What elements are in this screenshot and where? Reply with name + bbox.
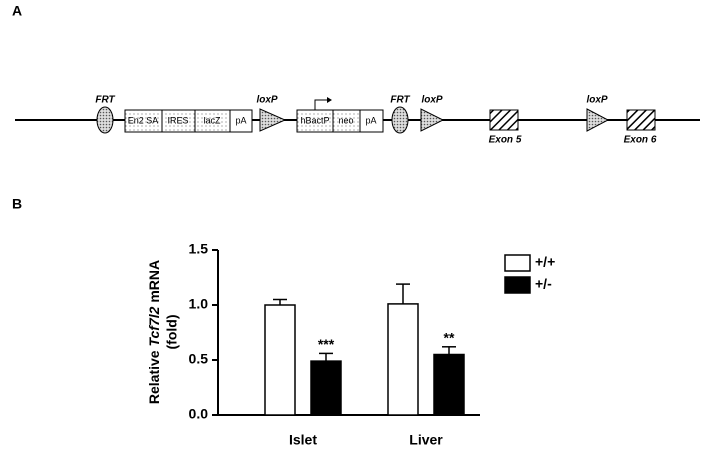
bar (264, 304, 296, 416)
y-tick-label: 0.0 (189, 406, 209, 422)
loxp-site (586, 108, 610, 132)
legend-label: +/+ (535, 254, 555, 270)
element-label: lacZ (203, 115, 221, 125)
x-tick-label: Liver (409, 432, 443, 448)
exon-label: Exon 6 (624, 135, 657, 146)
frt-site (96, 106, 114, 134)
legend-label: +/- (535, 276, 552, 292)
frt-site (391, 106, 409, 134)
y-tick-label: 1.0 (189, 296, 209, 312)
y-tick-label: 0.5 (189, 351, 209, 367)
loxp-site (259, 108, 287, 132)
exon (626, 109, 656, 131)
significance-label: *** (318, 336, 335, 352)
element-label: pA (365, 115, 376, 125)
exon (489, 109, 519, 131)
cassette: hBactP neo pA (296, 109, 384, 133)
site-label: FRT (390, 95, 410, 106)
element-label: hBactP (300, 115, 329, 125)
element-label: neo (338, 115, 353, 125)
panel-label: B (12, 196, 22, 212)
legend-swatch (504, 254, 531, 272)
promoter-arrowhead (327, 97, 332, 103)
exon-label: Exon 5 (489, 135, 522, 146)
x-tick-label: Islet (289, 432, 317, 448)
bar (387, 303, 419, 416)
y-axis-label: (fold) (164, 315, 180, 350)
site-label: loxP (256, 95, 277, 106)
element-label: En2 SA (128, 115, 159, 125)
element-label: pA (235, 115, 246, 125)
legend-swatch (504, 276, 531, 294)
bar (310, 360, 342, 416)
significance-label: ** (444, 330, 455, 346)
bar (433, 353, 465, 416)
promoter-arrow (314, 99, 327, 110)
panel-label: A (12, 3, 22, 19)
site-label: FRT (95, 95, 115, 106)
element-label: IRES (167, 115, 188, 125)
y-tick-label: 1.5 (189, 241, 209, 257)
y-axis-label: Relative Tcf7l2 mRNA (146, 260, 162, 404)
loxp-site (420, 108, 445, 132)
site-label: loxP (586, 95, 607, 106)
cassette: En2 SA IRES lacZ pA (124, 109, 253, 133)
panel-a: A FRT En2 SA IRES lacZ pA loxP hBactP ne… (12, 3, 700, 146)
site-label: loxP (421, 95, 442, 106)
